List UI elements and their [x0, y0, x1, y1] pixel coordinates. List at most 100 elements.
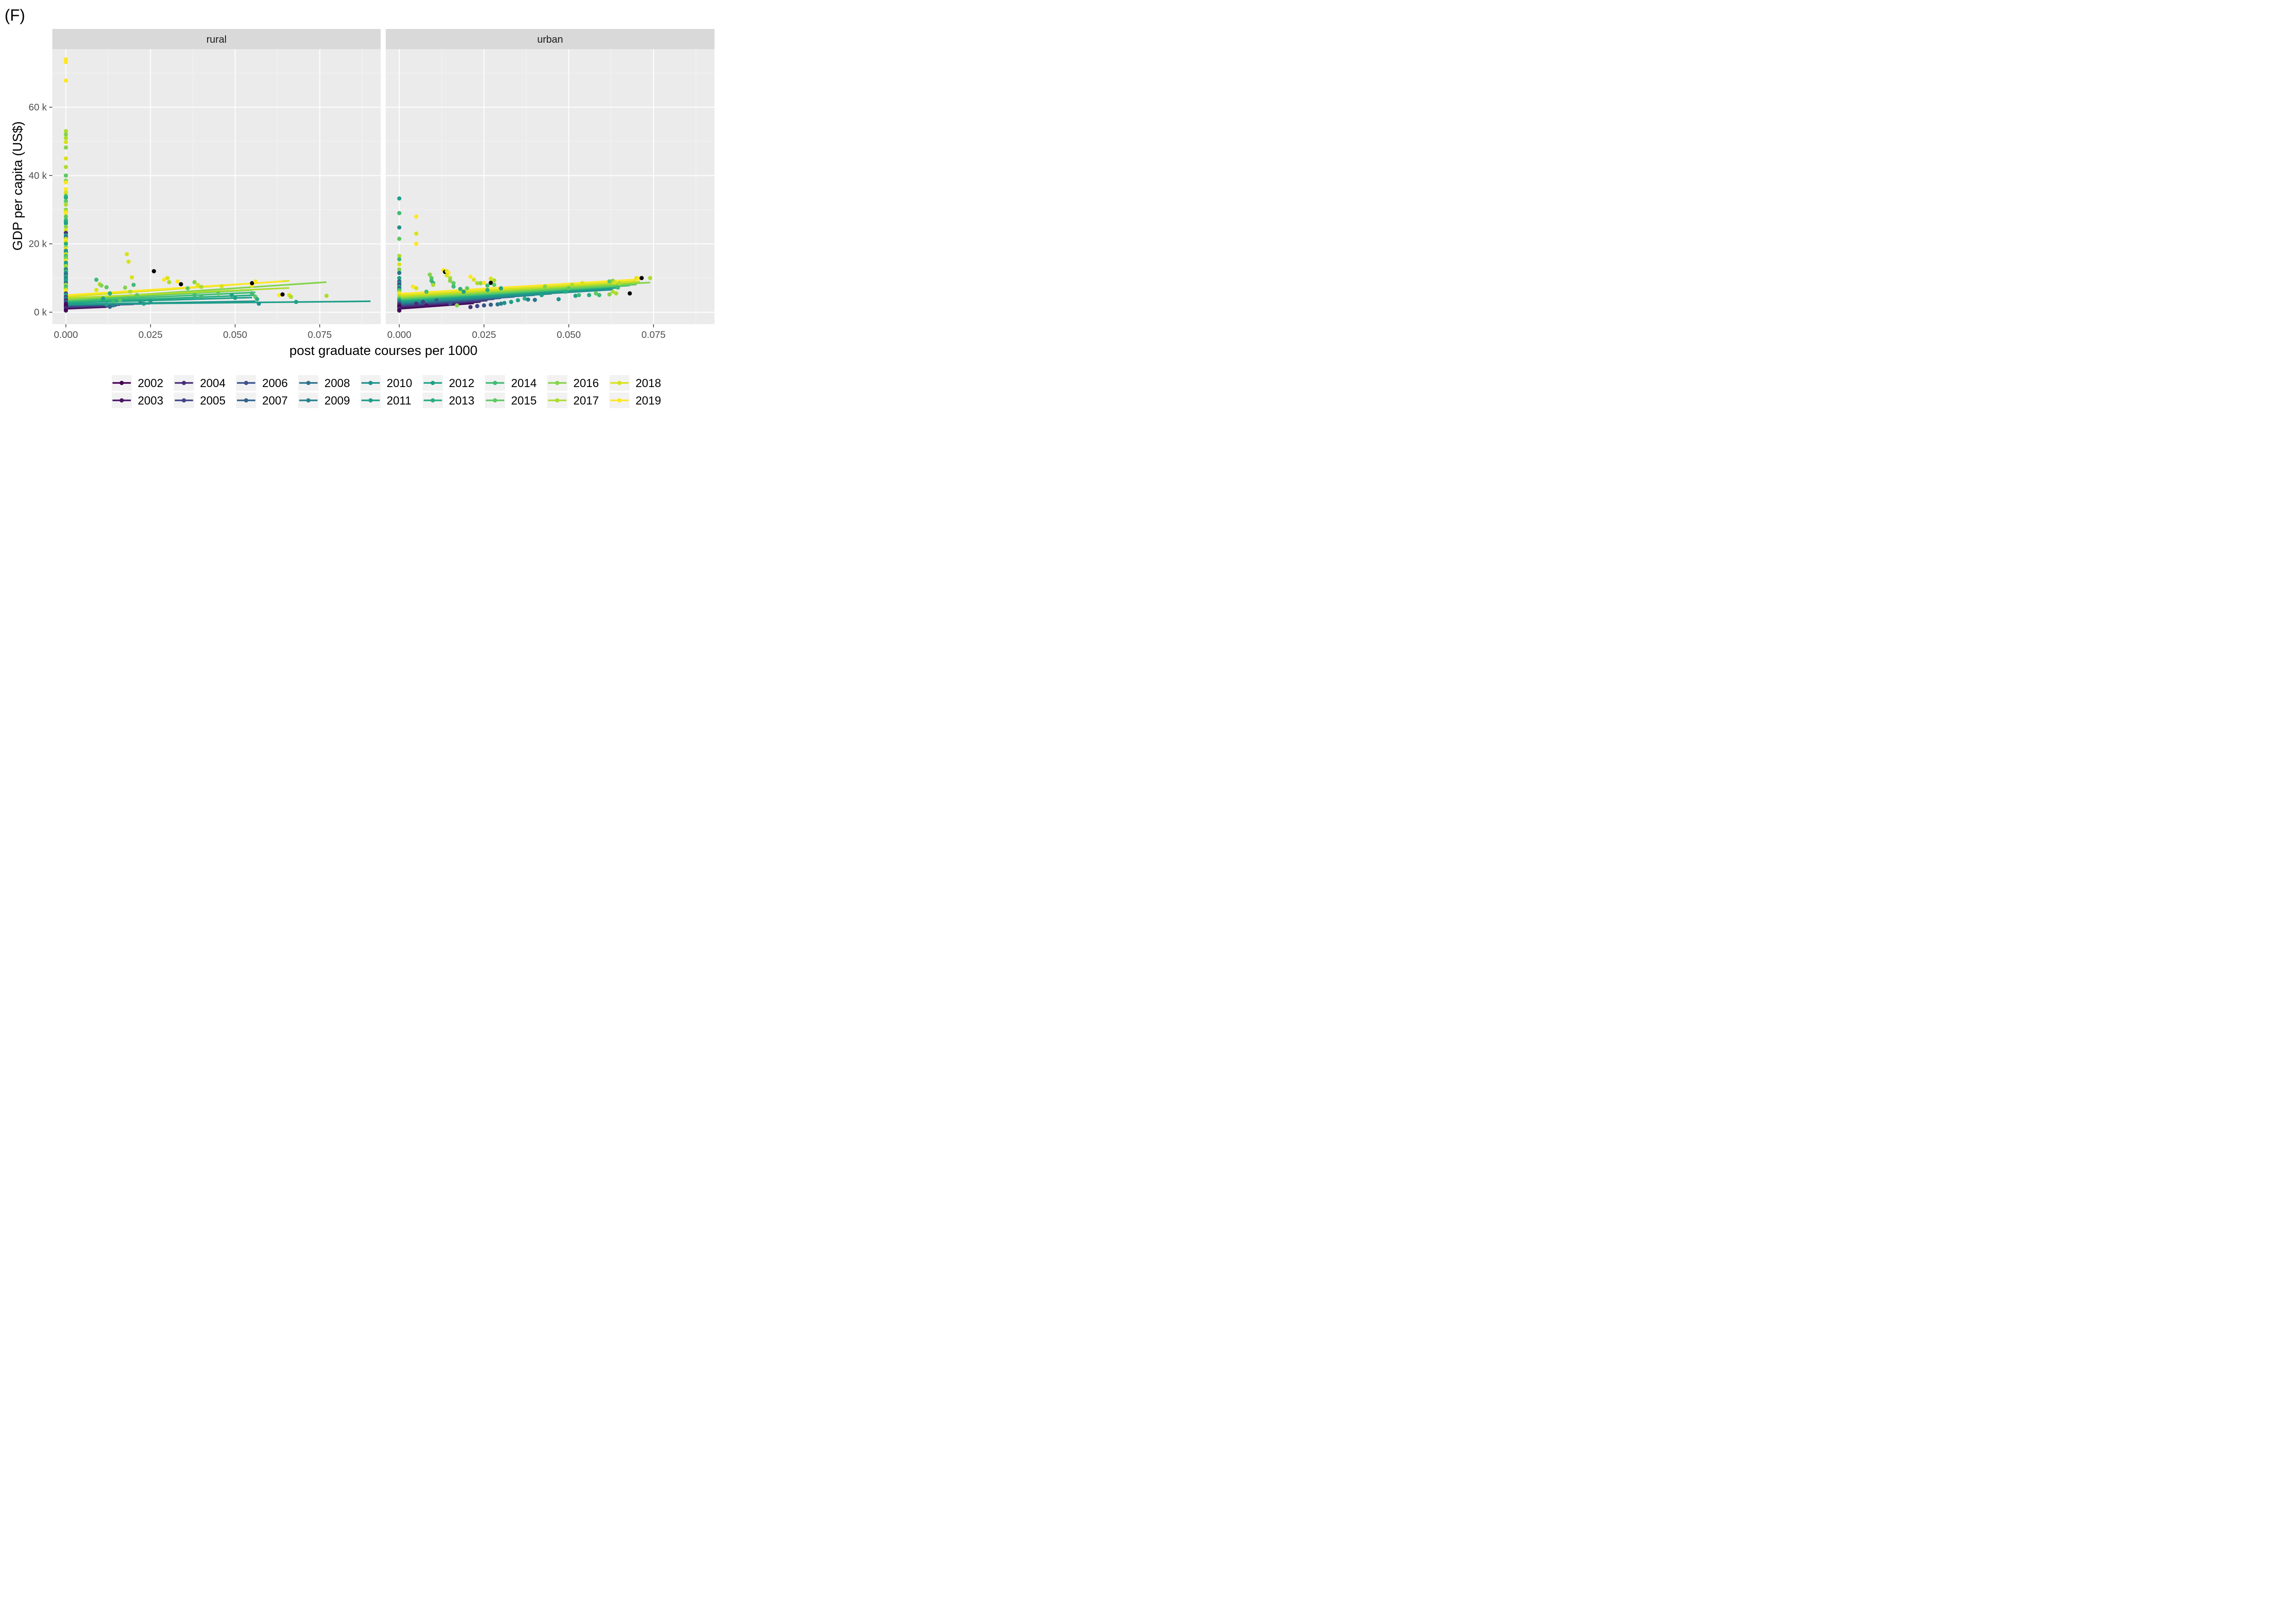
- data-point-rural: [289, 294, 293, 299]
- data-point-urban: [478, 281, 483, 286]
- facet-label-rural: rural: [206, 34, 226, 45]
- data-point-urban: [482, 303, 486, 308]
- y-axis-tick-label: 0 k: [34, 307, 47, 318]
- legend-key-dot-2006: [244, 381, 248, 385]
- legend-key-dot-2014: [493, 381, 497, 385]
- data-point-rural: [107, 304, 112, 309]
- data-point-rural: [63, 78, 68, 83]
- legend: 2002 2003 2004 2005 2006 2007 2008 2009 2010 2011…: [112, 375, 661, 408]
- data-point-rural: [257, 301, 261, 306]
- data-point-rural: [135, 293, 139, 298]
- x-axis-tick-label: 0.050: [223, 330, 248, 340]
- data-point-rural: [104, 302, 109, 307]
- trend-line-rural-2012: [66, 297, 252, 304]
- data-point-urban: [573, 293, 578, 298]
- data-point-rural: [131, 282, 136, 287]
- data-point-urban: [563, 289, 568, 294]
- legend-label-2002: 2002: [138, 377, 163, 390]
- data-point-rural: [186, 286, 190, 291]
- data-point-urban: [397, 196, 402, 201]
- data-point-urban: [616, 285, 620, 290]
- x-axis-tick-label: 0.075: [308, 330, 332, 340]
- legend-key-dot-2016: [555, 381, 560, 385]
- data-point-rural: [63, 135, 68, 140]
- facet-strip-urban: [386, 29, 715, 49]
- data-point-urban: [445, 273, 449, 278]
- legend-key-dot-2017: [555, 398, 560, 403]
- data-point-urban: [580, 281, 585, 286]
- legend-key-dot-2008: [306, 381, 311, 385]
- data-point-rural: [123, 285, 128, 290]
- data-point-urban: [648, 275, 653, 281]
- data-point-rural: [111, 300, 116, 304]
- data-point-urban: [458, 287, 462, 291]
- data-point-urban: [617, 281, 622, 286]
- data-point-urban: [468, 274, 473, 279]
- data-point-rural: [250, 281, 254, 286]
- data-point-rural: [63, 202, 68, 207]
- data-point-urban: [468, 305, 473, 309]
- data-point-rural: [63, 129, 68, 134]
- data-point-rural: [277, 293, 281, 298]
- legend-key-dot-2011: [368, 398, 373, 403]
- legend-key-dot-2004: [181, 381, 186, 385]
- data-point-rural: [152, 269, 156, 274]
- data-point-rural: [162, 277, 166, 282]
- data-point-urban: [533, 298, 537, 302]
- data-point-urban: [414, 301, 419, 306]
- data-point-rural: [216, 291, 220, 296]
- data-point-urban: [556, 297, 561, 302]
- trend-line-urban-2019: [399, 278, 637, 295]
- legend-label-2006: 2006: [262, 377, 288, 390]
- data-point-rural: [192, 293, 197, 298]
- data-point-rural: [141, 301, 146, 306]
- data-point-urban: [570, 282, 574, 287]
- legend-label-2008: 2008: [325, 377, 350, 390]
- data-point-urban: [543, 284, 547, 289]
- data-point-rural: [230, 293, 234, 298]
- x-axis-tick-label: 0.000: [387, 330, 411, 340]
- trend-line-rural-2014: [66, 292, 256, 302]
- legend-label-2011: 2011: [387, 394, 411, 407]
- legend-key-dot-2013: [430, 398, 435, 403]
- data-point-rural: [179, 282, 183, 287]
- legend-label-2007: 2007: [262, 394, 288, 407]
- data-point-urban: [636, 276, 641, 281]
- data-point-rural: [124, 252, 129, 257]
- data-point-urban: [455, 303, 459, 308]
- legend-label-2016: 2016: [574, 377, 599, 390]
- data-point-urban: [428, 272, 432, 277]
- data-point-rural: [233, 296, 237, 300]
- data-point-urban: [397, 308, 402, 313]
- legend-label-2005: 2005: [200, 394, 226, 407]
- data-point-urban: [499, 301, 503, 306]
- data-point-urban: [566, 286, 571, 291]
- data-point-rural: [63, 187, 68, 191]
- data-point-urban: [516, 298, 520, 303]
- trend-line-urban-2018: [399, 280, 637, 297]
- data-point-rural: [111, 303, 116, 308]
- data-point-urban: [448, 301, 452, 306]
- data-point-urban: [421, 300, 425, 304]
- data-point-urban: [489, 276, 493, 281]
- data-point-rural: [175, 279, 180, 284]
- data-point-rural: [196, 282, 200, 287]
- y-axis-tick-label: 60 k: [28, 102, 47, 112]
- data-point-urban: [594, 291, 598, 296]
- trend-line-urban-2002: [399, 302, 474, 310]
- data-point-urban: [639, 275, 644, 281]
- data-point-urban: [485, 283, 490, 288]
- data-point-rural: [63, 132, 68, 137]
- x-axis-tick-label: 0.025: [472, 330, 496, 340]
- data-point-rural: [63, 308, 68, 313]
- data-point-urban: [448, 278, 452, 283]
- data-point-rural: [280, 292, 285, 297]
- data-point-urban: [495, 302, 500, 307]
- data-point-rural: [63, 60, 68, 64]
- data-point-urban: [397, 275, 402, 281]
- data-point-rural: [324, 293, 329, 298]
- legend-key-dot-2010: [368, 381, 373, 385]
- data-point-rural: [63, 221, 68, 226]
- data-point-urban: [397, 270, 402, 275]
- x-axis-tick-label: 0.025: [138, 330, 163, 340]
